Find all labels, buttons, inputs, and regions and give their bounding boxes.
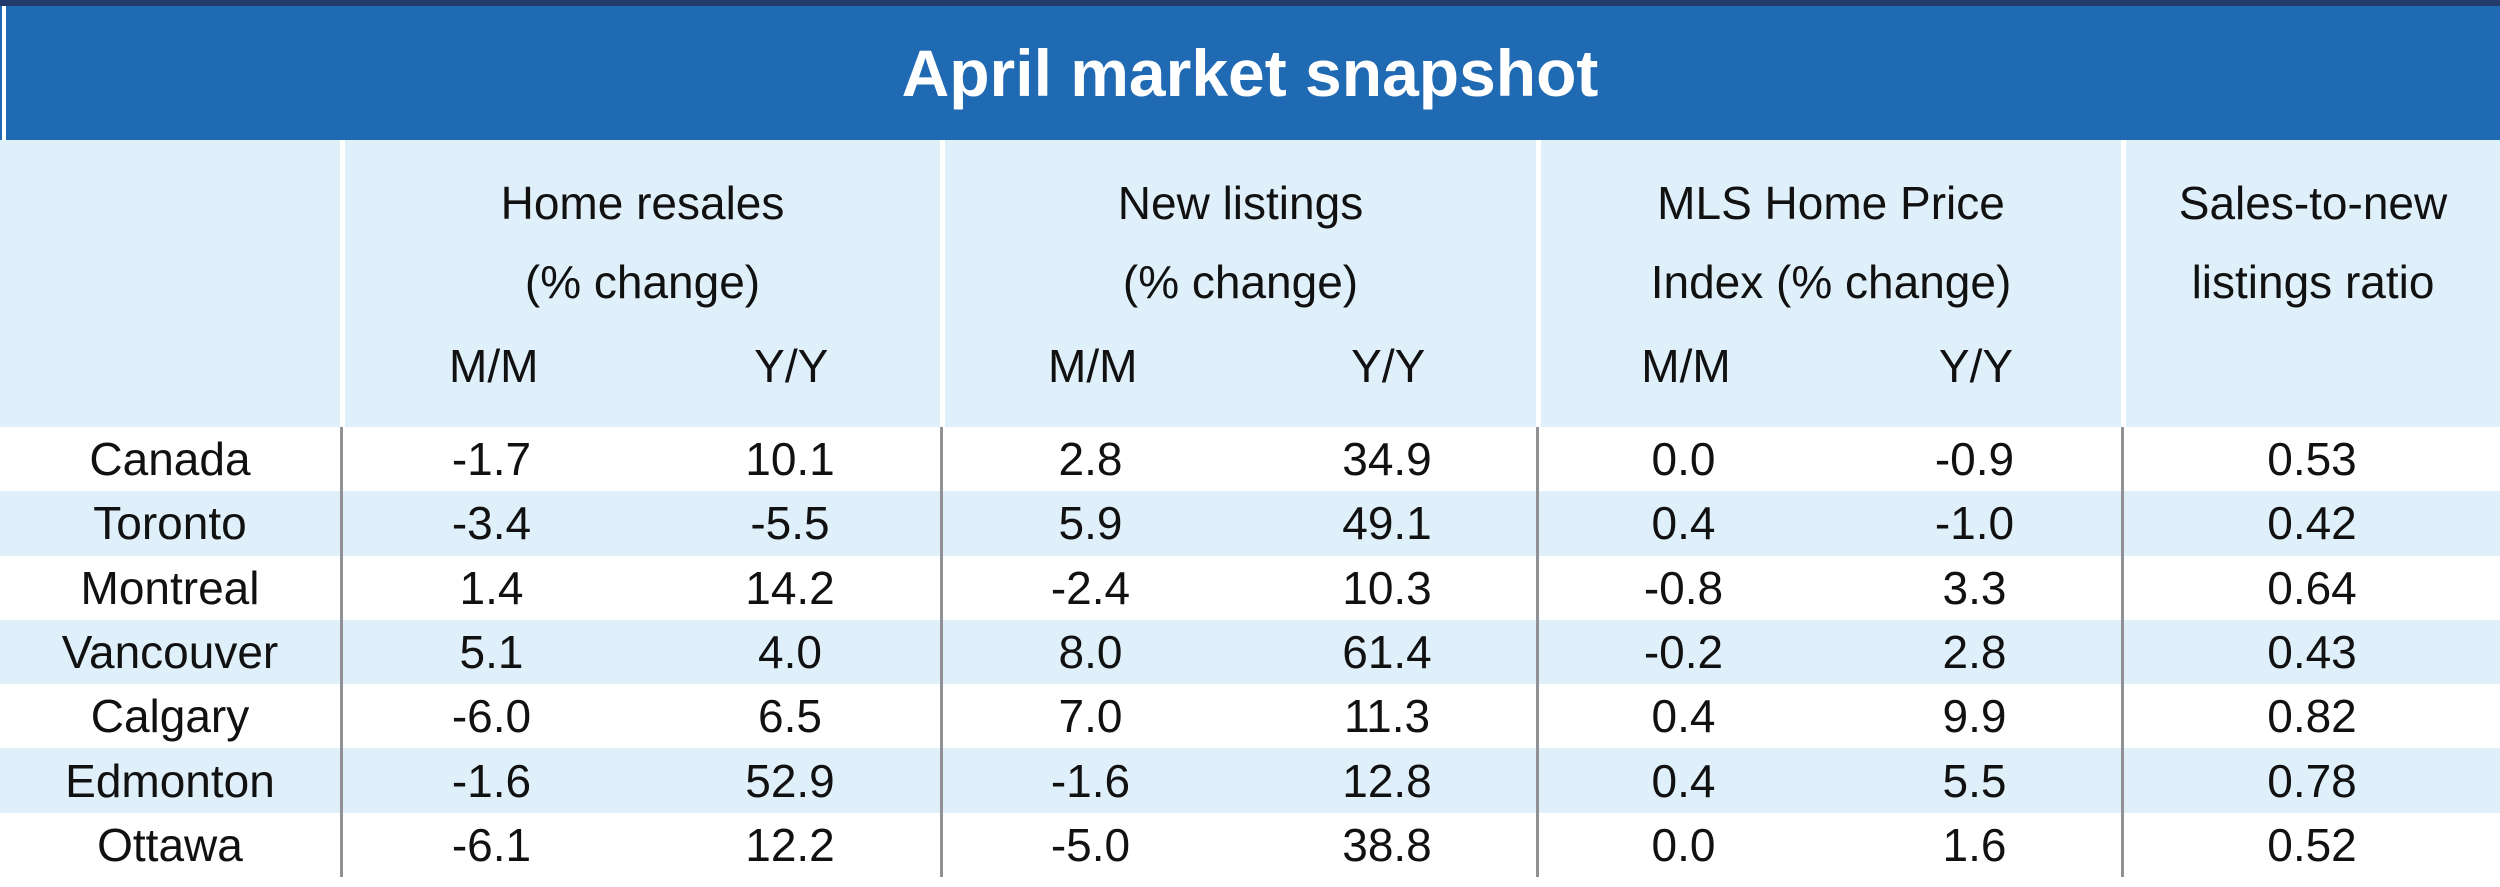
column-group-title-line1: New listings xyxy=(1117,177,1364,229)
resales-mm-value: -6.0 xyxy=(340,684,640,749)
title-bar-left-notch xyxy=(2,6,6,140)
resales-yy-value: 10.1 xyxy=(745,433,835,486)
column-group-title-line2: listings ratio xyxy=(2191,256,2435,308)
hpi-mm-value: 0.4 xyxy=(1536,748,1828,813)
header-group-new-listings: New listings (% change) M/M Y/Y xyxy=(940,140,1536,427)
ratio-value: 0.82 xyxy=(2121,684,2500,749)
listings-yy-value: 49.1 xyxy=(1342,497,1432,550)
table-row-vancouver: Vancouver 5.1 4.0 8.0 61.4 -0.2 2.8 0.43 xyxy=(0,619,2500,685)
table-row-edmonton: Edmonton -1.6 52.9 -1.6 12.8 0.4 5.5 0.7… xyxy=(0,748,2500,813)
hpi-mm-value: 0.0 xyxy=(1536,427,1828,492)
subheader-yy: Y/Y xyxy=(754,340,829,392)
listings-mm-value: 2.8 xyxy=(940,427,1238,492)
header-group-mls-hpi: MLS Home Price Index (% change) M/M Y/Y xyxy=(1536,140,2121,427)
hpi-yy-value: 5.5 xyxy=(1942,754,2007,807)
column-group-title: MLS Home Price Index (% change) xyxy=(1541,164,2121,322)
hpi-mm-value: 0.4 xyxy=(1536,684,1828,749)
region-label: Calgary xyxy=(90,690,250,743)
subheader-yy: Y/Y xyxy=(1351,340,1426,392)
table-header: Home resales (% change) M/M Y/Y New list… xyxy=(0,140,2500,427)
listings-yy-value: 11.3 xyxy=(1343,690,1431,743)
listings-mm-value: 5.9 xyxy=(940,491,1238,556)
listings-mm-value: 8.0 xyxy=(940,619,1238,685)
table-body: Canada -1.7 10.1 2.8 34.9 0.0 -0.9 0.53 … xyxy=(0,427,2500,877)
resales-yy-value: 12.2 xyxy=(745,818,835,871)
resales-mm-value: 1.4 xyxy=(340,555,640,620)
ratio-value: 0.42 xyxy=(2121,491,2500,556)
table-row-calgary: Calgary -6.0 6.5 7.0 11.3 0.4 9.9 0.82 xyxy=(0,684,2500,749)
table-row-canada: Canada -1.7 10.1 2.8 34.9 0.0 -0.9 0.53 xyxy=(0,427,2500,492)
hpi-mm-value: 0.4 xyxy=(1536,491,1828,556)
ratio-value: 0.52 xyxy=(2121,812,2500,877)
hpi-yy-value: -1.0 xyxy=(1934,497,2015,550)
region-label: Edmonton xyxy=(65,754,275,807)
header-region-spacer xyxy=(0,140,340,427)
hpi-yy-value: -0.9 xyxy=(1934,433,2015,486)
resales-mm-value: -6.1 xyxy=(340,812,640,877)
hpi-mm-value: -0.2 xyxy=(1536,619,1828,685)
listings-mm-value: 7.0 xyxy=(940,684,1238,749)
listings-yy-value: 12.8 xyxy=(1342,754,1432,807)
subheader-row: M/M Y/Y xyxy=(1541,340,2121,392)
hpi-yy-value: 1.6 xyxy=(1942,818,2007,871)
resales-mm-value: -1.6 xyxy=(340,748,640,813)
hpi-yy-value: 9.9 xyxy=(1942,690,2007,743)
column-group-title-line1: Home resales xyxy=(500,177,785,229)
subheader-mm: M/M xyxy=(1048,340,1138,392)
bottom-white-strip xyxy=(0,877,2500,887)
table-row-ottawa: Ottawa -6.1 12.2 -5.0 38.8 0.0 1.6 0.52 xyxy=(0,812,2500,877)
column-group-title-line2: (% change) xyxy=(1122,256,1359,308)
resales-yy-value: 4.0 xyxy=(758,625,822,678)
resales-yy-value: -5.5 xyxy=(750,497,830,550)
hpi-yy-value: 2.8 xyxy=(1942,625,2007,678)
table-title-bar: April market snapshot xyxy=(0,6,2500,140)
listings-yy-value: 38.8 xyxy=(1342,818,1432,871)
region-label: Canada xyxy=(89,433,251,486)
table-row-montreal: Montreal 1.4 14.2 -2.4 10.3 -0.8 3.3 0.6… xyxy=(0,555,2500,620)
table-row-toronto: Toronto -3.4 -5.5 5.9 49.1 0.4 -1.0 0.42 xyxy=(0,491,2500,556)
page-title: April market snapshot xyxy=(901,36,1599,110)
listings-mm-value: -1.6 xyxy=(940,748,1238,813)
region-label: Vancouver xyxy=(61,625,279,678)
resales-mm-value: 5.1 xyxy=(340,619,640,685)
column-group-title-line2: Index (% change) xyxy=(1650,256,2012,308)
resales-yy-value: 6.5 xyxy=(758,690,822,743)
column-group-title-line2: (% change) xyxy=(524,256,761,308)
region-label: Montreal xyxy=(80,561,260,614)
ratio-value: 0.43 xyxy=(2121,619,2500,685)
subheader-row: M/M Y/Y xyxy=(945,340,1536,392)
listings-mm-value: -5.0 xyxy=(940,812,1238,877)
hpi-yy-value: 3.3 xyxy=(1942,561,2007,614)
region-label: Ottawa xyxy=(97,818,243,871)
resales-yy-value: 52.9 xyxy=(745,754,835,807)
ratio-value: 0.53 xyxy=(2121,427,2500,492)
header-group-home-resales: Home resales (% change) M/M Y/Y xyxy=(340,140,940,427)
column-group-title: New listings (% change) xyxy=(945,164,1536,322)
subheader-row: M/M Y/Y xyxy=(345,340,940,392)
resales-mm-value: -1.7 xyxy=(340,427,640,492)
subheader-yy: Y/Y xyxy=(1938,340,2014,392)
ratio-value: 0.78 xyxy=(2121,748,2500,813)
resales-yy-value: 14.2 xyxy=(745,561,835,614)
hpi-mm-value: -0.8 xyxy=(1536,555,1828,620)
column-group-title-line1: Sales-to-new xyxy=(2178,177,2448,229)
ratio-value: 0.64 xyxy=(2121,555,2500,620)
listings-yy-value: 61.4 xyxy=(1342,625,1432,678)
listings-mm-value: -2.4 xyxy=(940,555,1238,620)
region-label: Toronto xyxy=(93,497,247,550)
hpi-mm-value: 0.0 xyxy=(1536,812,1828,877)
subheader-mm: M/M xyxy=(1641,340,1731,392)
top-border-strip xyxy=(0,0,2500,6)
header-group-sales-to-new-ratio: Sales-to-new listings ratio xyxy=(2121,140,2500,427)
listings-yy-value: 34.9 xyxy=(1342,433,1432,486)
column-group-title: Home resales (% change) xyxy=(345,164,940,322)
resales-mm-value: -3.4 xyxy=(340,491,640,556)
column-group-title: Sales-to-new listings ratio xyxy=(2126,164,2500,322)
column-group-title-line1: MLS Home Price xyxy=(1657,177,2005,229)
subheader-mm: M/M xyxy=(449,340,539,392)
listings-yy-value: 10.3 xyxy=(1342,561,1432,614)
